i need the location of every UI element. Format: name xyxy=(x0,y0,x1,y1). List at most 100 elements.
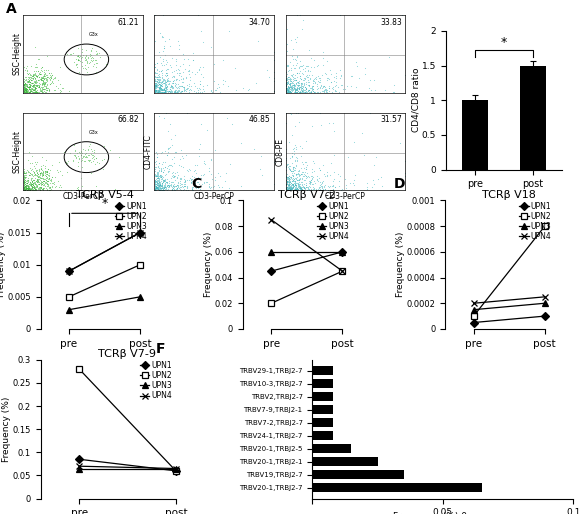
Point xyxy=(19,177,28,186)
Point xyxy=(42,84,51,92)
Point xyxy=(41,76,50,84)
Point xyxy=(19,81,28,89)
Point xyxy=(89,153,98,161)
Point xyxy=(35,179,44,187)
Point xyxy=(292,176,302,184)
Point xyxy=(162,177,171,186)
Point xyxy=(301,185,310,193)
Point xyxy=(38,180,47,188)
Point xyxy=(320,82,329,90)
Point xyxy=(54,158,64,166)
Point xyxy=(182,81,192,89)
Point xyxy=(159,186,168,194)
Point xyxy=(169,79,178,87)
Point xyxy=(155,171,164,179)
Bar xyxy=(312,431,333,440)
Point xyxy=(23,185,32,193)
Point xyxy=(155,172,164,180)
Point xyxy=(33,72,42,80)
Point xyxy=(28,75,38,83)
Y-axis label: Frequency (%): Frequency (%) xyxy=(2,396,11,462)
Point xyxy=(179,163,188,172)
Point xyxy=(23,183,32,192)
Point xyxy=(38,83,47,91)
Point xyxy=(19,171,28,179)
Point xyxy=(295,88,304,96)
Point xyxy=(186,85,195,93)
Point xyxy=(45,174,54,182)
Point xyxy=(308,85,317,93)
Point xyxy=(151,167,160,175)
Point xyxy=(47,182,57,190)
Point xyxy=(166,87,175,95)
Point xyxy=(155,177,164,186)
Point xyxy=(318,83,328,91)
Point xyxy=(207,175,217,183)
Point xyxy=(82,152,91,160)
Point xyxy=(161,81,170,89)
Point xyxy=(209,77,218,85)
Point xyxy=(282,183,291,191)
Point xyxy=(35,88,44,96)
Point xyxy=(41,172,50,180)
Point xyxy=(287,180,296,188)
Point xyxy=(36,185,45,193)
Point xyxy=(334,88,343,96)
Point xyxy=(283,174,292,182)
Point xyxy=(151,81,160,89)
Point xyxy=(283,87,292,95)
Point xyxy=(284,62,293,70)
Point xyxy=(26,76,35,84)
Point xyxy=(151,171,160,179)
Point xyxy=(159,177,168,185)
Point xyxy=(305,178,314,186)
Point xyxy=(284,181,294,189)
Point xyxy=(312,87,321,96)
Point xyxy=(30,184,39,192)
Point xyxy=(296,142,305,151)
Point xyxy=(68,49,77,57)
Point xyxy=(284,163,294,172)
Point xyxy=(32,62,42,70)
Point xyxy=(166,179,175,188)
Point xyxy=(38,178,47,186)
Point xyxy=(156,180,165,189)
Point xyxy=(29,178,38,187)
Point xyxy=(290,163,299,171)
Point xyxy=(159,76,168,84)
Point xyxy=(151,79,160,87)
Point xyxy=(25,185,35,193)
Point xyxy=(285,77,294,85)
Point xyxy=(64,156,73,164)
Point xyxy=(164,166,173,174)
Point xyxy=(196,80,205,88)
UPN1 xyxy=(76,456,83,463)
Point xyxy=(32,158,41,166)
Point xyxy=(80,153,89,161)
Point xyxy=(290,181,299,190)
Point xyxy=(298,160,307,169)
Point xyxy=(293,69,302,78)
Point xyxy=(23,85,32,93)
Bar xyxy=(312,483,482,492)
Point xyxy=(99,155,108,163)
Point xyxy=(329,151,339,159)
Point xyxy=(299,164,308,172)
Point xyxy=(30,73,39,81)
Point xyxy=(37,185,46,193)
Point xyxy=(296,186,306,194)
Point xyxy=(61,158,71,166)
Point xyxy=(323,57,332,65)
Point xyxy=(331,78,340,86)
Point xyxy=(282,79,291,87)
Point xyxy=(37,86,46,94)
Point xyxy=(236,139,245,148)
Point xyxy=(153,181,162,190)
Point xyxy=(290,85,299,94)
Point xyxy=(293,156,302,164)
Point xyxy=(89,60,98,68)
Point xyxy=(164,181,174,190)
Point xyxy=(336,72,346,80)
Point xyxy=(298,186,307,194)
Point xyxy=(329,82,338,90)
